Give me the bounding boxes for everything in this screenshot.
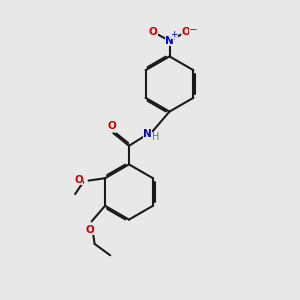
Text: N: N xyxy=(143,129,152,140)
Text: O: O xyxy=(181,27,190,37)
Text: O: O xyxy=(75,175,83,185)
Text: N: N xyxy=(165,36,174,46)
Text: O: O xyxy=(108,121,117,131)
Text: −: − xyxy=(189,25,198,35)
Text: H: H xyxy=(152,132,160,142)
Text: O: O xyxy=(86,225,94,235)
Text: +: + xyxy=(170,30,178,39)
Text: O: O xyxy=(149,27,158,37)
